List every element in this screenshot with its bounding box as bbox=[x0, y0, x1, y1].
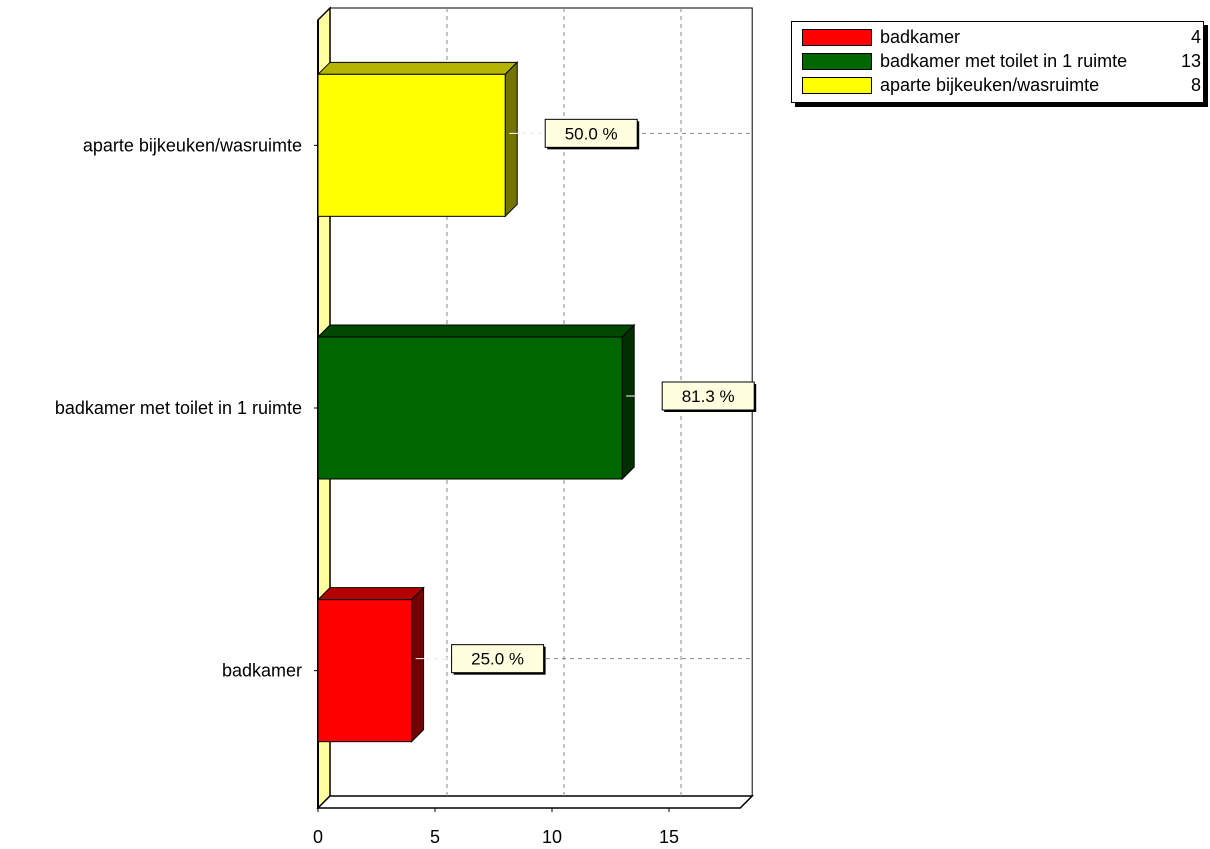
x-tick-label: 10 bbox=[542, 827, 562, 847]
category-label: aparte bijkeuken/wasruimte bbox=[83, 135, 302, 155]
bar-top-face bbox=[316, 61, 519, 75]
bar-front-face bbox=[317, 599, 413, 743]
floor bbox=[316, 795, 755, 809]
bar bbox=[316, 323, 636, 481]
percent-label: 81.3 % bbox=[682, 387, 735, 406]
labels: 25.0 % badkamer 81.3 % badkamer met toilet … bbox=[55, 118, 757, 681]
x-tick-label: 0 bbox=[313, 827, 323, 847]
legend-count: 13 bbox=[1180, 50, 1201, 71]
legend-swatch bbox=[802, 76, 872, 94]
bar-side-face bbox=[621, 323, 635, 481]
legend: badkamer 4 badkamer met toilet in 1 ruim… bbox=[791, 21, 1204, 103]
legend-item: aparte bijkeuken/wasruimte 8 bbox=[802, 73, 1201, 97]
x-tick-label: 5 bbox=[430, 827, 440, 847]
bar-front-face bbox=[317, 336, 623, 480]
bar-top-face bbox=[316, 587, 425, 601]
percent-label: 50.0 % bbox=[565, 124, 618, 143]
bars bbox=[316, 61, 636, 743]
category-label: badkamer met toilet in 1 ruimte bbox=[55, 398, 302, 418]
bar bbox=[316, 61, 519, 218]
legend-name: aparte bijkeuken/wasruimte bbox=[880, 74, 1100, 95]
legend-count: 4 bbox=[1190, 26, 1201, 47]
legend-name: badkamer bbox=[880, 26, 961, 47]
bar-side-face bbox=[411, 586, 425, 743]
x-tick-label: 15 bbox=[659, 827, 679, 847]
bar-top-face bbox=[316, 324, 636, 338]
bar bbox=[316, 586, 425, 743]
legend-count: 8 bbox=[1190, 74, 1201, 95]
category-label: badkamer bbox=[222, 661, 302, 681]
legend-item: badkamer 4 bbox=[802, 25, 1201, 49]
percent-label-box bbox=[451, 644, 545, 674]
percent-label-box bbox=[661, 381, 755, 411]
legend-swatch bbox=[802, 52, 872, 70]
bar-front-face bbox=[317, 73, 506, 217]
legend-item: badkamer met toilet in 1 ruimte 13 bbox=[802, 49, 1201, 73]
bar-side-face bbox=[504, 61, 518, 218]
legend-swatch bbox=[802, 28, 872, 46]
percent-label-box bbox=[544, 118, 638, 148]
legend-name: badkamer met toilet in 1 ruimte bbox=[880, 50, 1128, 71]
percent-label: 25.0 % bbox=[471, 650, 524, 669]
